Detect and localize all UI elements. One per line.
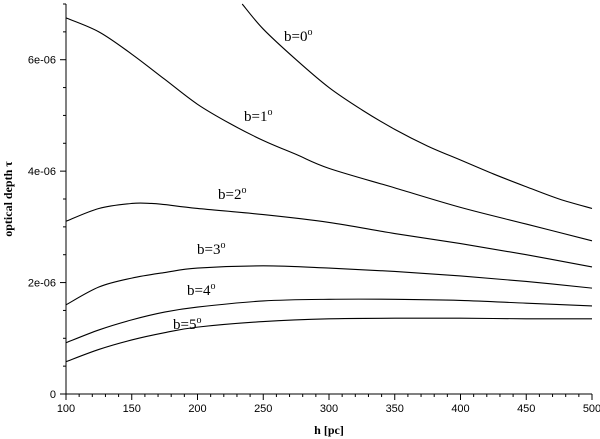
series-line-b4 [65,298,593,344]
y-tick-label: 2e-06 [28,278,56,290]
series-line-b0 [241,3,593,209]
series-line-b2 [65,202,593,268]
degree-symbol: o [307,27,312,38]
x-tick-label: 300 [320,403,338,415]
curve-label-b3: b=3o [197,240,225,258]
x-tick-label: 100 [57,403,75,415]
curve-labels: b=0o b=1o b=2o b=3o b=4o b=5o [173,27,312,333]
x-tick-label: 350 [386,403,404,415]
curve-label-b5: b=5o [173,315,201,333]
y-tick-label: 6e-06 [28,55,56,67]
curves [65,3,593,363]
axes: 100 150 200 250 300 350 400 450 500 0 2e-06 4e-06 6e… [28,3,600,415]
degree-symbol: o [267,107,272,118]
x-tick-label: 150 [123,403,141,415]
y-axis-title: optical depth τ [1,161,15,237]
x-tick-label: 250 [254,403,272,415]
degree-symbol: o [241,185,246,196]
series-line-b1 [65,17,593,242]
x-axis-title: h [pc] [314,423,344,437]
series-line-b5 [65,317,593,363]
degree-symbol: o [210,281,215,292]
curve-label-b0: b=0o [284,27,312,45]
curve-label-b2: b=2o [218,185,246,203]
degree-symbol: o [196,315,201,326]
curve-label-b1: b=1o [244,107,272,125]
curve-label-b4: b=4o [187,281,215,299]
y-tick-label: 4e-06 [28,166,56,178]
y-tick-label: 0 [50,389,56,401]
x-tick-label: 200 [188,403,206,415]
degree-symbol: o [220,240,225,251]
x-tick-label: 400 [451,403,469,415]
series-line-b3 [65,265,593,306]
x-tick-label: 500 [583,403,600,415]
x-tick-label: 450 [517,403,535,415]
